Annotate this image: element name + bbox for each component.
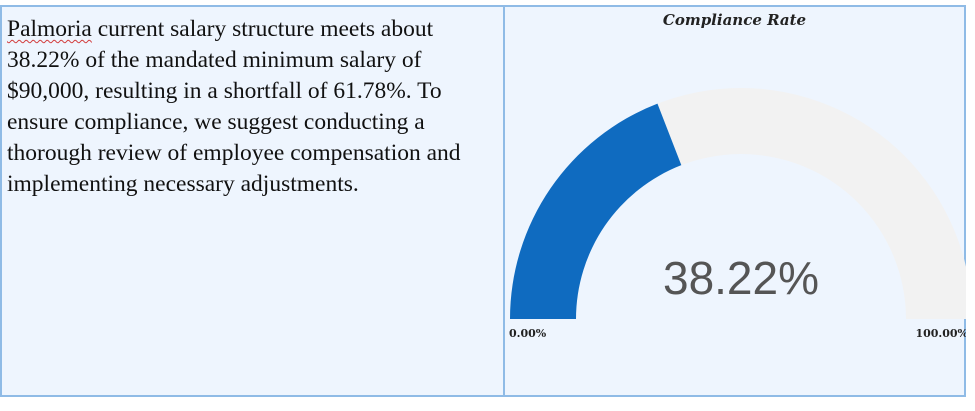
gauge-chart: 38.22% 0.00% 100.00% bbox=[509, 88, 966, 340]
spell-flagged-word[interactable]: Palmoria bbox=[7, 16, 92, 42]
gauge-fill bbox=[510, 103, 682, 319]
gauge-value-label: 38.22% bbox=[663, 252, 819, 304]
gauge-max-label: 100.00% bbox=[915, 327, 966, 340]
chart-title: Compliance Rate bbox=[662, 11, 807, 29]
column-divider bbox=[503, 7, 505, 395]
summary-text-cell[interactable]: Palmoria current salary structure meets … bbox=[7, 14, 492, 200]
gauge-min-label: 0.00% bbox=[509, 327, 547, 340]
gauge-chart-cell[interactable]: Compliance Rate 38.22% 0.00% 100.00% bbox=[505, 7, 966, 395]
table-frame: Palmoria current salary structure meets … bbox=[0, 5, 966, 397]
summary-paragraph: current salary structure meets about 38.… bbox=[7, 16, 461, 197]
